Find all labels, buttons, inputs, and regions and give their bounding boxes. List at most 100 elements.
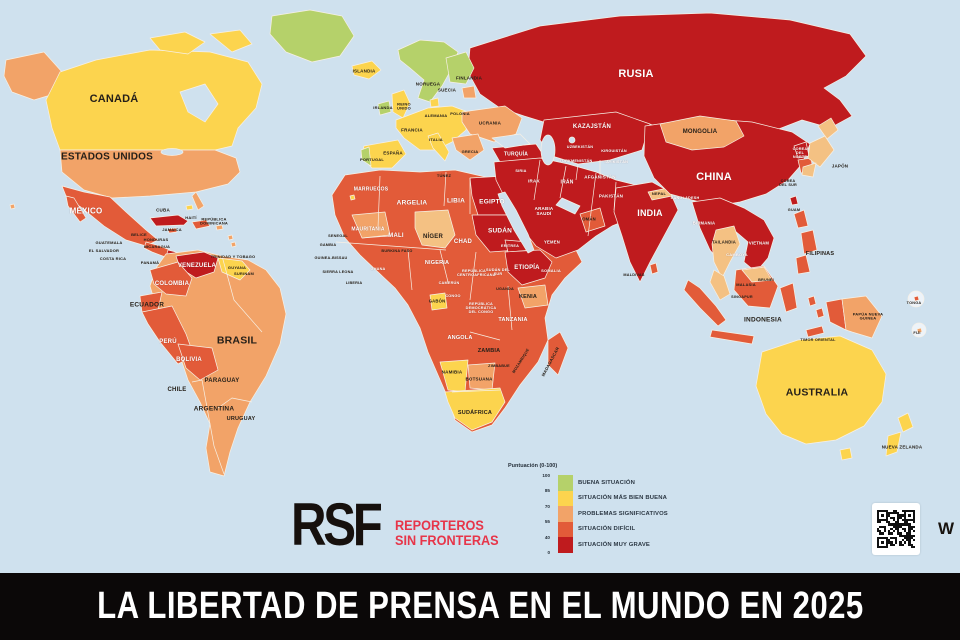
country-label: AFGANISTÁN — [584, 174, 616, 180]
country-label: TAYIKISTÁN — [603, 159, 629, 164]
country-label: JAMAICA — [162, 226, 182, 232]
legend-category: SITUACIÓN MUY GRAVE — [558, 537, 668, 553]
country-label: FINLANDIA — [455, 75, 483, 81]
country-label: UCRANIA — [478, 120, 502, 126]
legend-category-label: SITUACIÓN MÁS BIEN BUENA — [578, 495, 668, 502]
country-label: SUDÁN — [487, 227, 513, 235]
country-label: NICARAGUA — [143, 243, 171, 249]
country-label: NORUEGA — [415, 81, 441, 87]
rsf-org-line1: REPORTEROS — [395, 518, 484, 533]
legend-category-label: PROBLEMAS SIGNIFICATIVOS — [578, 510, 668, 517]
country-label: TURKMENISTÁN — [559, 158, 593, 163]
country-label: TIMOR ORIENTAL — [800, 337, 836, 342]
page-title: LA LIBERTAD DE PRENSA EN EL MUNDO EN 202… — [96, 585, 864, 627]
country-label: ZIMBABUE — [488, 363, 510, 368]
website-text-partial: W — [938, 519, 955, 538]
country-label: CUBA — [156, 207, 170, 213]
country-label: REPÚBLICA CENTROAFRICANA — [457, 268, 496, 277]
country-label: VIETNAM — [748, 240, 770, 246]
legend-swatch — [558, 537, 573, 553]
seas — [491, 133, 581, 254]
country-label: PARAGUAY — [204, 377, 240, 384]
country-label: UZBEKISTÁN — [566, 144, 594, 149]
country-label: NEPAL — [651, 190, 667, 196]
region-north-america — [3, 9, 355, 271]
rsf-org-name: REPORTEROS SIN FRONTERAS — [395, 498, 499, 548]
legend-category: SITUACIÓN DIFÍCIL — [558, 521, 668, 537]
country-label: TURQUÍA — [503, 151, 529, 158]
country-label: MOZAMBIQUE — [511, 347, 531, 375]
country-label: BOTSUANA — [465, 376, 493, 382]
legend-scale-value: 70 — [544, 503, 550, 509]
legend-category: BUENA SITUACIÓN — [558, 475, 668, 491]
country-label: NIGERIA — [424, 260, 450, 267]
country-label: MAURITANIA — [351, 226, 385, 233]
country-label: URUGUAY — [226, 416, 256, 423]
country-label: ESPAÑA — [383, 150, 403, 156]
country-label: GUYANA — [227, 264, 247, 270]
country-label: FILIPINAS — [805, 251, 835, 258]
country-label: YEMEN — [544, 239, 560, 245]
country-label: JAPÓN — [831, 163, 849, 169]
country-label: REINO UNIDO — [397, 101, 411, 111]
country-label: RUSIA — [618, 68, 654, 81]
country-label: POLONIA — [450, 110, 470, 116]
legend-scale-value: 100 — [542, 472, 550, 478]
country-label: MALI — [388, 232, 404, 239]
country-label: ESTADOS UNIDOS — [60, 151, 154, 163]
country-label: KIRGUISTÁN — [601, 148, 627, 153]
country-label: CHINA — [696, 171, 732, 184]
country-label: LIBERIA — [345, 280, 363, 285]
country-label: IRAK — [528, 178, 540, 184]
world-map: CANADÁ ESTADOS UNIDOS MÉXICO CUBA HAITÍ REPÚB… — [3, 9, 927, 477]
country-label: COREA DEL NORTE — [792, 146, 808, 160]
country-label: SUECIA — [437, 87, 457, 93]
country-label: GUAM — [787, 207, 801, 212]
legend-category-label: BUENA SITUACIÓN — [578, 479, 636, 486]
country-label: REPÚBLICA DOMINICANA — [200, 216, 228, 226]
legend-swatch — [558, 506, 573, 522]
country-label: PERÚ — [159, 338, 177, 345]
country-label: COLOMBIA — [154, 280, 190, 287]
legend-category-label: SITUACIÓN MUY GRAVE — [578, 541, 651, 548]
country-label: SURINAM — [233, 270, 255, 276]
country-label: GHANA — [370, 266, 386, 271]
country-label: SUDÁN DEL SUR — [486, 267, 510, 276]
country-label: ITALIA — [429, 136, 443, 142]
country-label: TONGA — [906, 300, 922, 305]
country-label: LIBIA — [447, 197, 465, 205]
country-label: MADAGASCAR — [540, 346, 561, 378]
country-label: SIERRA LEONA — [322, 269, 354, 274]
country-label: REPÚBLICA DEMOCRÁTICA DEL CONGO — [465, 301, 497, 315]
country-label: PAKISTÁN — [598, 193, 624, 199]
country-labels-layer: CANADÁ ESTADOS UNIDOS MÉXICO CUBA HAITÍ REPÚB… — [60, 68, 922, 449]
country-label: COREA DEL SUR — [779, 178, 797, 187]
country-label: HAITÍ — [185, 214, 197, 220]
legend-scale: 100 85 70 55 40 0 — [500, 472, 554, 556]
country-label: SUDÁFRICA — [457, 410, 493, 417]
country-label: TÚNEZ — [436, 172, 452, 178]
country-label: TAILANDIA — [711, 239, 737, 245]
legend-scale-value: 85 — [544, 488, 550, 493]
country-label: BOLIVIA — [176, 356, 202, 363]
country-label: NAMIBIA — [441, 369, 463, 375]
country-label: ECUADOR — [129, 301, 165, 309]
country-label: SENEGAL — [328, 233, 348, 238]
region-east-asia — [643, 115, 883, 345]
region-oceania — [755, 290, 927, 461]
country-label: BIRMANIA — [692, 220, 716, 226]
country-label: HONDURAS — [143, 236, 169, 242]
rsf-logo: RSF — [291, 491, 383, 558]
country-label: GAMBIA — [319, 242, 337, 247]
country-label: GUINEA-BISSAU — [314, 255, 348, 260]
country-label: MALASIA — [736, 281, 756, 287]
legend-scale-value: 0 — [547, 550, 550, 555]
country-label: BELICE — [131, 231, 147, 237]
country-label: PAPÚA NUEVA GUINEA — [852, 311, 884, 321]
country-label: TRINIDAD Y TOBAGO — [210, 253, 256, 259]
country-label: ARGELIA — [396, 199, 428, 207]
country-label: CANADÁ — [89, 93, 139, 106]
country-label: KAZAJSTÁN — [572, 123, 612, 130]
country-label: PORTUGAL — [359, 156, 385, 162]
country-label: COSTA RICA — [99, 255, 127, 261]
